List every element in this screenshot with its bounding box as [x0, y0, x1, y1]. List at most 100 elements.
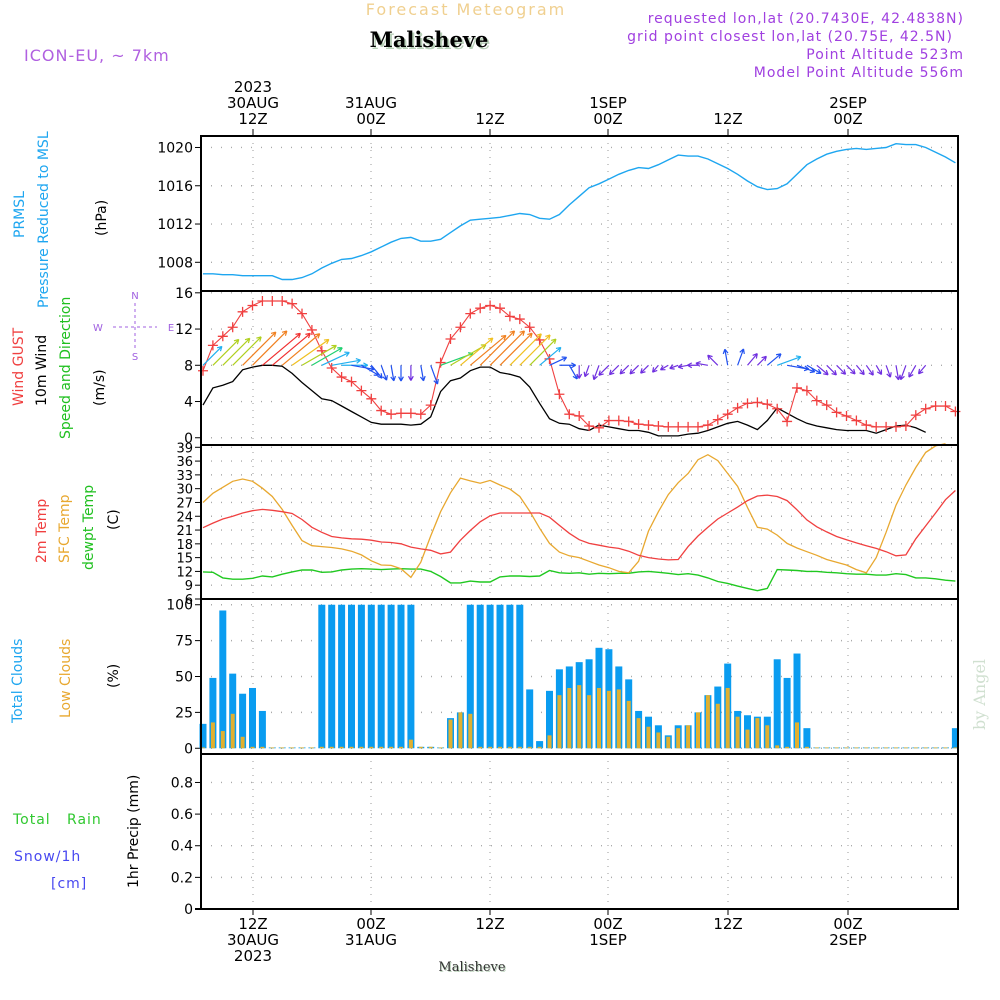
gust-marker	[415, 409, 426, 420]
low-cloud-bar	[507, 746, 512, 749]
y-tick-label: 1012	[157, 217, 193, 233]
low-cloud-bar	[498, 746, 502, 749]
y-tick-label: 0.2	[171, 870, 193, 886]
low-cloud-bar	[220, 731, 225, 749]
wind-arrow	[212, 338, 240, 366]
pressure-line	[203, 142, 956, 281]
y-tick-label: 0	[184, 741, 193, 757]
gust-marker	[267, 295, 278, 306]
wind-arrow	[380, 365, 388, 381]
total-cloud-bar	[526, 689, 534, 749]
wind-arrow	[899, 365, 907, 381]
low-cloud-bar	[300, 747, 304, 749]
gust-marker	[564, 409, 575, 420]
gust-marker	[584, 420, 595, 431]
label-sfc-temp: SFC Temp	[57, 494, 73, 563]
sfc-temp-line	[202, 442, 946, 579]
wind-arrow	[559, 362, 577, 369]
wind-arrow	[331, 358, 361, 366]
total-cloud-bar	[397, 604, 405, 749]
model-altitude: Model Point Altitude 556m	[754, 65, 964, 81]
low-cloud-bar	[874, 747, 879, 749]
grid-point-coords: grid point closest lon,lat (20.75E, 42.5…	[627, 29, 953, 45]
y-tick-label: 100	[166, 598, 193, 614]
total-cloud-bar	[367, 604, 375, 749]
wind-arrow	[846, 364, 856, 375]
gust-marker	[376, 405, 387, 416]
total-cloud-bar	[348, 604, 355, 749]
low-cloud-bar	[636, 718, 641, 749]
low-cloud-bar	[715, 703, 720, 749]
low-cloud-bar	[290, 747, 295, 749]
total-cloud-bar	[546, 690, 553, 749]
label-celsius: (C)	[106, 509, 122, 530]
gust-marker	[455, 322, 466, 333]
wind-arrow	[722, 348, 729, 366]
top-tick-label: 00Z	[833, 110, 862, 128]
gust-marker	[306, 324, 317, 335]
gust-marker	[514, 314, 525, 325]
wind-arrow	[806, 364, 822, 375]
low-cloud-bar	[834, 747, 839, 749]
bottom-tick-label: 12Z	[713, 915, 742, 933]
total-cloud-bar	[476, 604, 484, 749]
bottom-tick-label: 2023	[234, 947, 272, 965]
gust-marker	[653, 420, 664, 431]
wind-arrow	[539, 346, 562, 366]
gust-marker	[366, 393, 377, 404]
panel-frame	[200, 135, 959, 292]
label-wind-gust: Wind GUST	[11, 327, 27, 406]
low-cloud-bar	[309, 747, 314, 749]
gust-marker	[673, 421, 684, 432]
gust-marker	[643, 420, 654, 431]
y-tick-label: 16	[175, 286, 193, 302]
low-cloud-bar	[686, 725, 691, 749]
gust-marker	[386, 409, 397, 420]
low-cloud-bar	[696, 712, 700, 749]
total-cloud-bar	[377, 604, 385, 749]
wind-arrow	[826, 364, 837, 376]
low-cloud-bar	[676, 728, 681, 749]
low-cloud-bar	[201, 747, 205, 749]
wind-arrow	[398, 365, 404, 382]
y-tick-label: 1008	[157, 255, 193, 271]
gust-marker	[702, 420, 713, 431]
gust-marker	[534, 334, 545, 345]
gust-marker	[297, 308, 307, 319]
low-cloud-bar	[646, 726, 651, 749]
low-cloud-bar	[547, 735, 552, 749]
credit: by Angel	[970, 659, 989, 730]
y-tick-label: 18	[176, 538, 193, 553]
gust-marker	[772, 403, 783, 414]
gust-marker	[524, 322, 535, 333]
total-cloud-bar	[803, 728, 811, 749]
wind-arrow	[390, 365, 397, 382]
gust-marker	[742, 398, 753, 409]
wind-arrow	[766, 353, 782, 366]
low-cloud-bar	[705, 695, 710, 749]
y-tick-label: 9	[185, 579, 193, 594]
gust-marker	[257, 295, 268, 306]
top-tick-label: 12Z	[713, 110, 742, 128]
gust-marker	[425, 400, 436, 411]
low-cloud-bar	[953, 747, 958, 749]
gust-marker	[712, 414, 723, 425]
low-cloud-bar	[280, 747, 285, 749]
low-cloud-bar	[468, 713, 473, 749]
wind-arrow	[640, 364, 649, 374]
wind-arrow	[737, 348, 745, 366]
gust-marker	[663, 421, 674, 432]
wind-arrow	[549, 356, 568, 366]
low-cloud-bar	[230, 713, 235, 749]
wind-arrow	[489, 330, 526, 366]
gust-marker	[574, 411, 585, 422]
y-tick-label: 4	[184, 395, 193, 411]
panel-frame	[200, 753, 959, 910]
top-tick-label: 30AUG	[227, 94, 279, 112]
gust-marker	[445, 334, 456, 345]
low-cloud-bar	[785, 746, 790, 749]
low-cloud-bar	[755, 718, 760, 749]
wind-arrow	[598, 364, 610, 376]
